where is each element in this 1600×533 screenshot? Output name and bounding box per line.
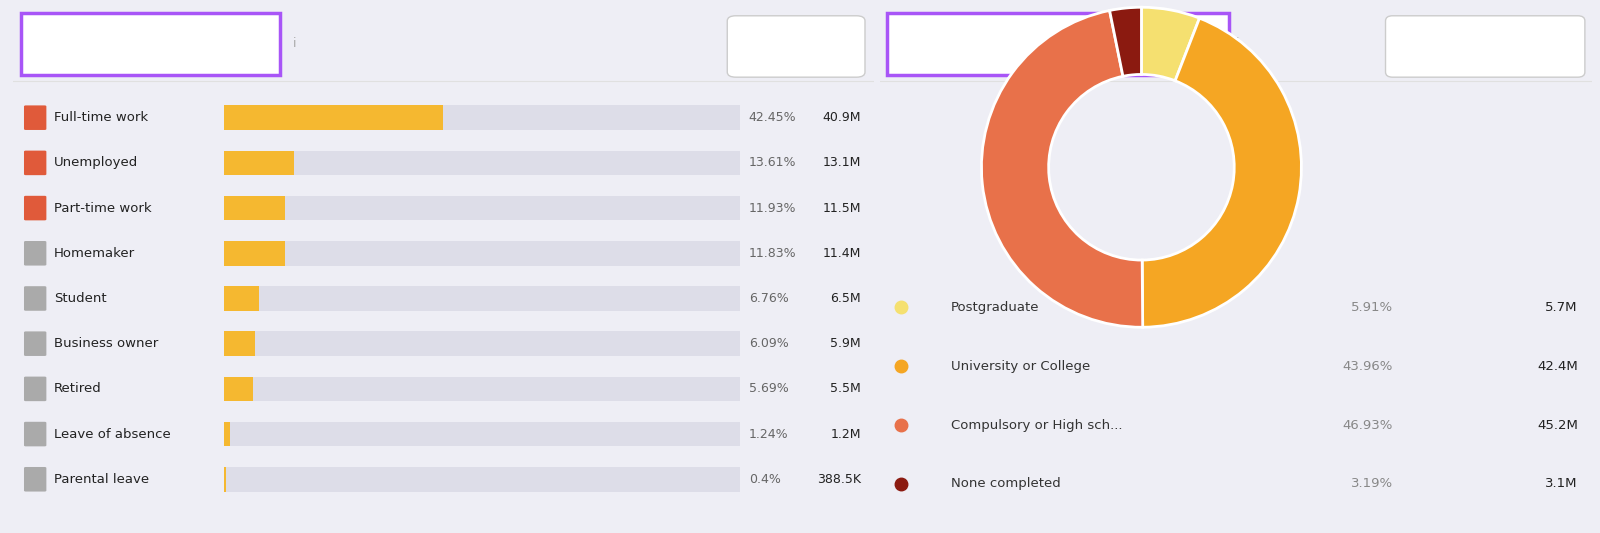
Text: ↑ Export: ↑ Export [1459,40,1512,53]
Bar [224,332,741,356]
Text: Business owner: Business owner [54,337,158,350]
Text: 5.7M: 5.7M [1546,301,1578,314]
Bar [224,467,741,491]
Text: 11.5M: 11.5M [822,201,861,215]
Text: Student: Student [54,292,107,305]
Wedge shape [1109,7,1141,76]
Text: i: i [1237,37,1240,51]
Text: 5.9M: 5.9M [830,337,861,350]
Text: 6.76%: 6.76% [749,292,789,305]
Text: 13.1M: 13.1M [822,156,861,169]
FancyBboxPatch shape [24,241,46,265]
Bar [224,422,741,446]
FancyBboxPatch shape [24,377,46,401]
FancyBboxPatch shape [24,332,46,356]
Bar [224,196,741,220]
Text: 13.61%: 13.61% [749,156,797,169]
Bar [224,286,741,311]
Text: None completed: None completed [952,478,1061,490]
Text: Postgraduate: Postgraduate [952,301,1040,314]
Bar [224,106,741,130]
Bar [224,196,285,220]
Text: 5.91%: 5.91% [1350,301,1392,314]
Text: 3.19%: 3.19% [1350,478,1392,490]
Bar [224,332,254,356]
Text: 5.5M: 5.5M [830,382,861,395]
Bar [224,377,741,401]
Text: Full-time work: Full-time work [54,111,149,124]
Text: 42.4M: 42.4M [1538,360,1578,373]
Text: 6.5M: 6.5M [830,292,861,305]
Text: 11.4M: 11.4M [822,247,861,260]
Wedge shape [981,11,1142,327]
Text: 45.2M: 45.2M [1538,418,1578,432]
Text: University or College: University or College [952,360,1091,373]
Bar [224,377,253,401]
Text: 1.24%: 1.24% [749,427,789,441]
Bar [224,286,259,311]
FancyBboxPatch shape [24,422,46,446]
Text: 388.5K: 388.5K [816,473,861,486]
Bar [224,106,443,130]
Text: 43.96%: 43.96% [1342,360,1392,373]
Text: Retired: Retired [54,382,102,395]
Text: 42.45%: 42.45% [749,111,797,124]
Text: 6.09%: 6.09% [749,337,789,350]
FancyBboxPatch shape [24,151,46,175]
Bar [224,422,230,446]
Wedge shape [1142,18,1301,327]
Text: Leave of absence: Leave of absence [54,427,171,441]
FancyBboxPatch shape [24,467,46,491]
Text: 5.69%: 5.69% [749,382,789,395]
Wedge shape [1141,7,1200,81]
Text: i: i [293,37,296,51]
FancyBboxPatch shape [24,286,46,311]
Text: ↑ Export: ↑ Export [770,40,822,53]
Text: Employment Status: Employment Status [34,35,218,53]
Text: 40.9M: 40.9M [822,111,861,124]
FancyBboxPatch shape [728,16,866,77]
Text: Unemployed: Unemployed [54,156,138,169]
Bar [224,241,285,265]
Bar [224,151,294,175]
Bar [224,151,741,175]
Text: 1.2M: 1.2M [830,427,861,441]
Text: 11.93%: 11.93% [749,201,797,215]
Text: 3.1M: 3.1M [1546,478,1578,490]
Text: Homemaker: Homemaker [54,247,136,260]
Text: 11.83%: 11.83% [749,247,797,260]
Text: Compulsory or High sch...: Compulsory or High sch... [952,418,1123,432]
FancyBboxPatch shape [21,13,280,75]
Bar [224,467,226,491]
Text: Parental leave: Parental leave [54,473,149,486]
FancyBboxPatch shape [886,13,1229,75]
FancyBboxPatch shape [24,196,46,220]
Bar [224,241,741,265]
Text: 46.93%: 46.93% [1342,418,1392,432]
FancyBboxPatch shape [24,106,46,130]
Text: Part-time work: Part-time work [54,201,152,215]
Text: Education Level: Education Level [898,35,1046,53]
FancyBboxPatch shape [1386,16,1586,77]
Text: 0.4%: 0.4% [749,473,781,486]
